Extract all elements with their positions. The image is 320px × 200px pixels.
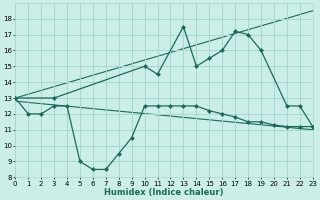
- X-axis label: Humidex (Indice chaleur): Humidex (Indice chaleur): [104, 188, 224, 197]
